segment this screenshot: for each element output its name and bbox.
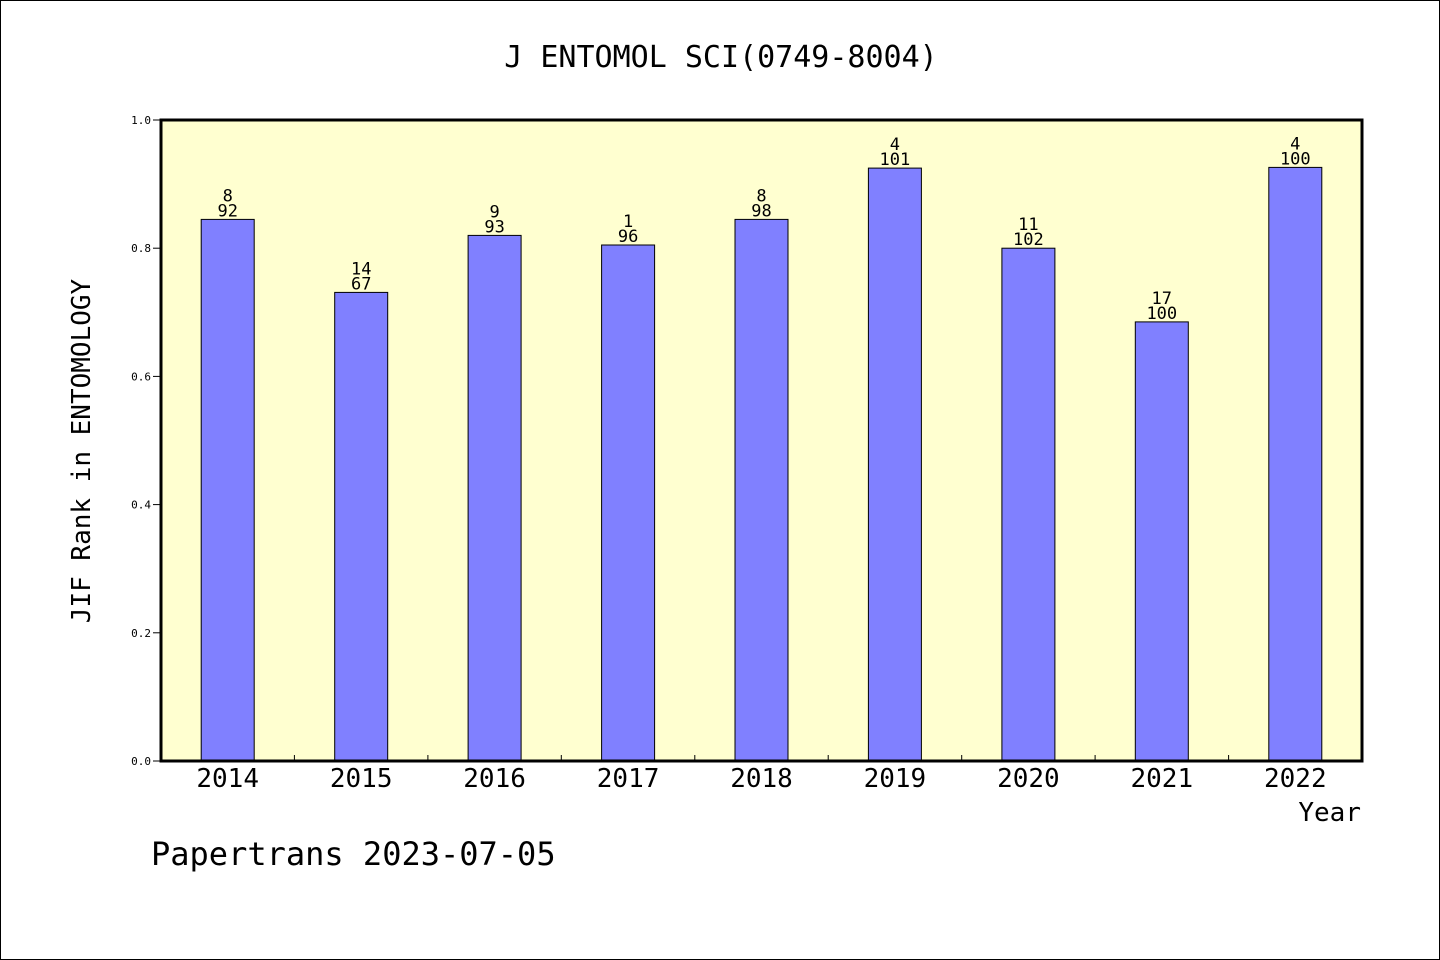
bar-rank-label: 9 [489, 202, 499, 222]
x-tick-label: 2016 [463, 764, 526, 794]
bars-layer [200, 166, 1323, 762]
y-tick-label: 0.6 [131, 370, 151, 383]
x-tick-label: 2015 [330, 764, 393, 794]
bar-rank-label: 4 [1290, 134, 1300, 154]
x-tick-label: 2020 [997, 764, 1060, 794]
y-tick-label: 0.4 [131, 499, 151, 512]
bar-total-label: 98 [751, 201, 771, 221]
x-axis-label: Year [1298, 798, 1361, 828]
x-tick-label: 2017 [597, 764, 660, 794]
y-tick-label: 1.0 [131, 114, 151, 127]
bar-total-label: 93 [484, 217, 504, 237]
y-tick-label: 0.8 [131, 242, 151, 255]
bar-rank-label: 17 [1152, 289, 1172, 309]
bar-total-label: 100 [1146, 304, 1177, 324]
x-tick-label: 2021 [1130, 764, 1193, 794]
bar-rank-label: 11 [1018, 215, 1038, 235]
bar-total-label: 100 [1280, 149, 1311, 169]
x-axis-ticks: 2014 2015 2016 2017 2018 2019 2020 2021 2022 [196, 755, 1327, 794]
plot-frame [159, 118, 1364, 763]
bar-rank-label: 14 [351, 259, 371, 279]
bar-total-label: 102 [1013, 230, 1044, 250]
x-tick-label: 2014 [196, 764, 259, 794]
bar-2017 [601, 244, 656, 762]
bar-2020 [1001, 247, 1056, 762]
bar-2015 [334, 291, 389, 762]
bar-2021 [1134, 321, 1189, 762]
bar-2022 [1268, 166, 1323, 762]
bar-2014 [200, 218, 255, 762]
x-tick-label: 2018 [730, 764, 793, 794]
bar-rank-label: 1 [623, 212, 633, 232]
bar-rank-label: 8 [756, 186, 766, 206]
bar-rank-label: 4 [890, 135, 900, 155]
chart-title: J ENTOMOL SCI(0749-8004) [504, 40, 937, 75]
bar-2016 [467, 234, 522, 762]
bar-rank-label: 8 [223, 186, 233, 206]
bar-total-label: 101 [880, 150, 911, 170]
bar-total-label: 67 [351, 274, 371, 294]
y-axis-label: JIF Rank in ENTOMOLOGY [67, 278, 97, 623]
y-tick-label: 0.0 [131, 755, 151, 768]
x-tick-label: 2022 [1264, 764, 1327, 794]
x-tick-label: 2019 [864, 764, 927, 794]
bar-2019 [867, 167, 922, 762]
y-axis-ticks: 0.0 0.2 0.4 0.6 0.8 1.0 [131, 114, 161, 768]
footer-text: Papertrans 2023-07-05 [151, 835, 556, 873]
bar-total-label: 92 [217, 201, 237, 221]
y-tick-label: 0.2 [131, 627, 151, 640]
bar-total-label: 96 [618, 227, 638, 247]
bar-2018 [734, 218, 789, 762]
